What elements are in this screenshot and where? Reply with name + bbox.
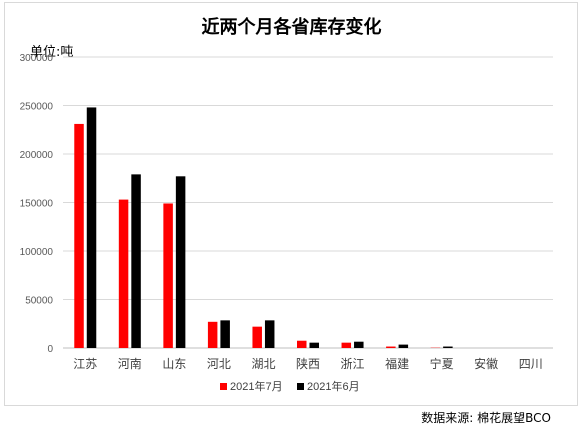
x-axis-labels: 江苏 河南 山东 河北 湖北 陕西 浙江 福建 宁夏 安徽 四川 xyxy=(73,356,542,371)
bar-jun-4 xyxy=(264,320,275,348)
chart-title: 近两个月各省库存变化 xyxy=(201,17,382,38)
bar-jul-2 xyxy=(163,203,173,348)
bar-jun-6 xyxy=(354,341,364,348)
category-label: 四川 xyxy=(519,357,543,371)
category-label: 河南 xyxy=(118,356,142,371)
bars xyxy=(74,107,453,349)
bar-chart: 0 50000 100000 150000 200000 250000 300000 江苏 河… xyxy=(20,53,553,393)
gridlines xyxy=(63,56,553,349)
bar-jun-8 xyxy=(443,346,453,348)
category-label: 浙江 xyxy=(341,357,365,371)
y-tick-label: 200000 xyxy=(20,150,54,161)
category-label: 福建 xyxy=(385,356,409,371)
bar-jul-1 xyxy=(118,199,129,348)
y-tick-label: 50000 xyxy=(25,296,53,307)
y-tick-label: 0 xyxy=(47,344,53,355)
legend-swatch xyxy=(220,383,227,390)
bar-jul-7 xyxy=(386,346,396,348)
bar-jun-7 xyxy=(398,344,409,348)
bar-jul-6 xyxy=(341,342,352,348)
bar-jul-3 xyxy=(207,321,218,348)
category-label: 山东 xyxy=(162,357,186,371)
legend: 2021年7月 2021年6月 xyxy=(220,379,360,393)
category-label: 宁夏 xyxy=(430,356,454,371)
bar-jun-1 xyxy=(131,174,141,348)
legend-label: 2021年7月 xyxy=(230,379,283,393)
bar-jul-5 xyxy=(297,340,307,348)
y-tick-label: 250000 xyxy=(20,102,54,113)
bar-jul-0 xyxy=(74,123,84,349)
legend-swatch xyxy=(297,383,304,390)
category-label: 江苏 xyxy=(73,357,97,371)
y-tick-label: 100000 xyxy=(20,247,54,258)
chart-frame xyxy=(4,2,578,406)
category-label: 陕西 xyxy=(296,356,320,371)
bar-jun-3 xyxy=(220,320,230,348)
bar-jun-0 xyxy=(86,107,97,348)
unit-label: 单位:吨 xyxy=(30,45,74,60)
y-tick-label: 150000 xyxy=(20,199,54,210)
category-label: 湖北 xyxy=(251,356,275,371)
legend-label: 2021年6月 xyxy=(307,379,360,393)
category-label: 河北 xyxy=(207,357,231,371)
bar-jul-4 xyxy=(252,326,262,348)
source-note: 数据来源: 棉花展望BCO xyxy=(421,411,551,425)
y-tick-label: 300000 xyxy=(20,53,54,64)
category-label: 安徽 xyxy=(474,356,498,371)
bar-jun-5 xyxy=(309,342,319,348)
y-axis-ticks: 0 50000 100000 150000 200000 250000 300000 xyxy=(20,53,54,355)
bar-jun-2 xyxy=(175,176,186,348)
